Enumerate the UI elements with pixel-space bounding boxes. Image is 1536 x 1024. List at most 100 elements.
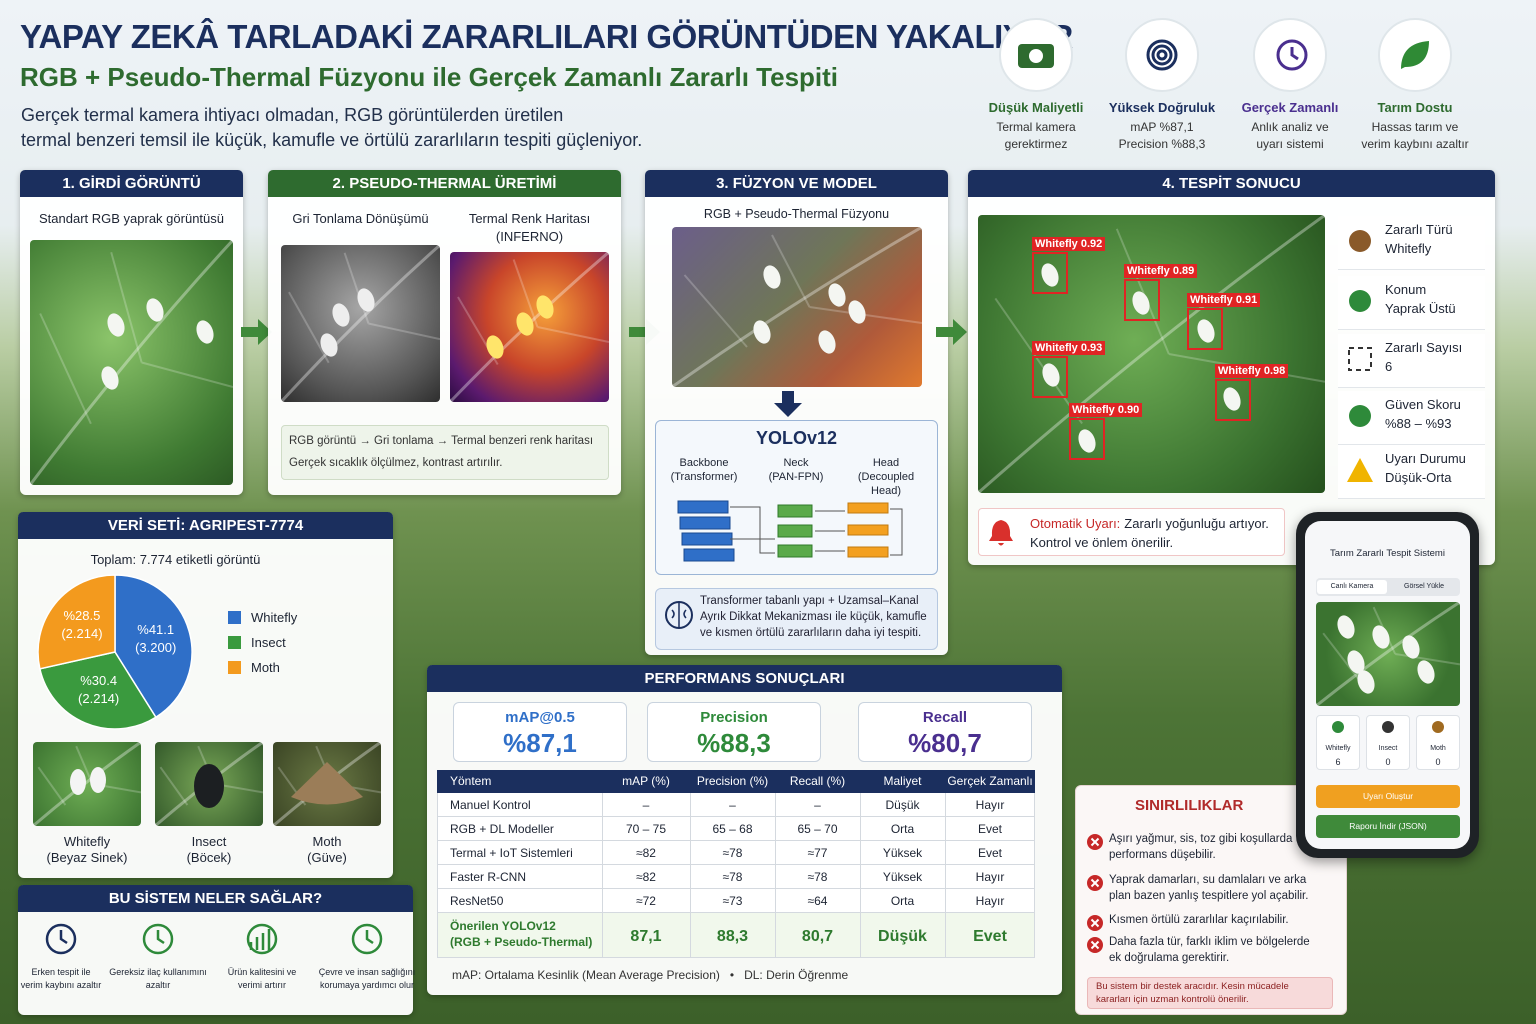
detection-label: Whitefly 0.90	[1069, 403, 1143, 417]
leaf-vein	[457, 259, 609, 366]
limitation-text: Kısmen örtülü zararlılar kaçırılabilir.	[1109, 914, 1289, 926]
limitation-text: performans düşebilir.	[1109, 849, 1216, 861]
leaf-texture	[281, 245, 440, 402]
leaf-texture	[1316, 602, 1460, 706]
caption: Gri Tonlama Dönüşümü	[292, 211, 429, 226]
table-cell: ≈73	[722, 893, 743, 908]
whitefly-shape	[1078, 429, 1096, 453]
table-divider	[690, 913, 691, 958]
icon-shape	[1349, 405, 1371, 427]
info-label: Konum	[1385, 282, 1427, 297]
table-cell: 65 – 70	[797, 821, 838, 836]
table-divider	[860, 913, 861, 958]
table-cell: Düşük	[885, 797, 920, 812]
x-icon	[1087, 915, 1103, 931]
app-button[interactable]: Raporu İndir (JSON)	[1316, 815, 1460, 838]
whitefly-shape	[1402, 635, 1420, 659]
count-name: Whitefly	[1325, 745, 1351, 752]
note-text: Transformer tabanlı yapı + Uzamsal–Kanal	[700, 595, 919, 607]
description-line: termal benzeri temsil ile küçük, kamufle…	[21, 130, 643, 150]
limitation-note: Bu sistem bir destek aracıdır. Kesin müc…	[1096, 981, 1289, 992]
table-cell: Yüksek	[882, 845, 923, 860]
backbone-block	[681, 532, 733, 546]
arrow-shape	[936, 319, 967, 345]
app-button[interactable]: Uyarı Oluştur	[1316, 785, 1460, 808]
detection-box	[1187, 308, 1223, 350]
whitefly-shape	[357, 288, 375, 312]
table-cell: Yüksek	[882, 869, 923, 884]
table-cell: Düşük	[878, 928, 927, 945]
metric-value: %87,1	[503, 728, 577, 758]
feature-title: Gerçek Zamanlı	[1241, 100, 1339, 115]
alert-line: Otomatik Uyarı: Zararlı yoğunluğu artıyor…	[1030, 516, 1269, 531]
detection-label: Whitefly 0.92	[1032, 237, 1106, 251]
pie-value-label: %30.4	[80, 673, 118, 689]
table-cell: ≈72	[636, 893, 656, 908]
table-cell: Hayır	[975, 893, 1005, 908]
fusion-image	[672, 227, 922, 387]
model-part: Head	[872, 457, 900, 469]
detection-label: Whitefly 0.91	[1187, 293, 1261, 307]
table-cell: ResNet50	[450, 893, 504, 908]
leaf-vein	[1316, 602, 1460, 706]
whitefly-shape	[1197, 319, 1215, 343]
info-icon	[1348, 347, 1372, 371]
whitefly-shape	[536, 295, 554, 319]
alert-prefix: Otomatik Uyarı:	[1030, 516, 1121, 531]
whitefly-shape	[1042, 363, 1060, 387]
icon-shape	[989, 520, 1013, 546]
backbone-block	[677, 500, 729, 514]
whitefly-shape	[1337, 615, 1355, 639]
feature-text: uyarı sistemi	[1256, 137, 1324, 151]
alert-text: Kontrol ve önlem önerilir.	[1030, 535, 1174, 550]
pie-chart	[37, 574, 193, 730]
x-icon	[1087, 875, 1103, 891]
note-box	[1087, 977, 1333, 1009]
icon-shape	[1349, 290, 1371, 312]
sample-image	[33, 742, 141, 826]
table-cell: ≈77	[807, 845, 828, 860]
icon-target	[1151, 44, 1173, 66]
subtitle: RGB + Pseudo-Thermal Füzyonu ile Gerçek …	[20, 62, 839, 92]
table-row	[437, 865, 1035, 889]
metric-card	[453, 702, 627, 762]
feature-title: Düşük Maliyetli	[988, 100, 1084, 115]
benefit-text: Gereksiz ilaç kullanımını	[109, 967, 207, 977]
metric-label: mAP@0.5	[505, 709, 575, 726]
benefit-icon	[45, 923, 77, 955]
icon-target	[1156, 49, 1168, 61]
panel-header: VERİ SETİ: AGRIPEST-7774	[18, 512, 393, 539]
whitefly-shape	[1357, 670, 1375, 694]
sample-name: Moth	[312, 834, 342, 849]
sample-translation: (Böcek)	[186, 850, 232, 865]
limitation-text: Daha fazla tür, farklı iklim ve bölgeler…	[1109, 936, 1310, 948]
sample-image	[273, 742, 381, 826]
icon-shape	[1347, 458, 1373, 482]
whitefly-shape	[516, 312, 534, 336]
notes-box	[281, 425, 609, 480]
table-header: Precision (%)	[696, 774, 769, 788]
leaf-vein	[281, 245, 440, 402]
legend-label: Insect	[251, 635, 286, 650]
count-value: 0	[1435, 757, 1441, 767]
metric-card	[858, 702, 1032, 762]
model-part: Backbone	[679, 457, 729, 469]
whitefly-shape	[107, 313, 125, 337]
table-cell: ≈78	[722, 845, 743, 860]
table-divider	[690, 841, 691, 865]
rgb-leaf-image	[30, 240, 233, 485]
caption: Standart RGB yaprak görüntüsü	[39, 211, 224, 226]
table-cell: 80,7	[801, 928, 834, 945]
alert-icon	[989, 520, 1013, 546]
benefit-text: Çevre ve insan sağlığını	[318, 967, 416, 977]
app-tab[interactable]: Canlı Kamera	[1317, 580, 1387, 594]
table-cell: 70 – 75	[625, 821, 667, 836]
flow-arrow	[241, 319, 272, 345]
table-cell: 65 – 68	[712, 821, 753, 836]
icon-shape	[246, 923, 278, 955]
panel-header: 4. TESPİT SONUCU	[968, 170, 1495, 197]
app-tab[interactable]: Görsel Yükle	[1404, 583, 1444, 590]
table-cell: Orta	[890, 893, 915, 908]
limitation-text: Aşırı yağmur, sis, toz gibi koşullarda	[1109, 833, 1293, 845]
count-icon	[1382, 721, 1394, 733]
